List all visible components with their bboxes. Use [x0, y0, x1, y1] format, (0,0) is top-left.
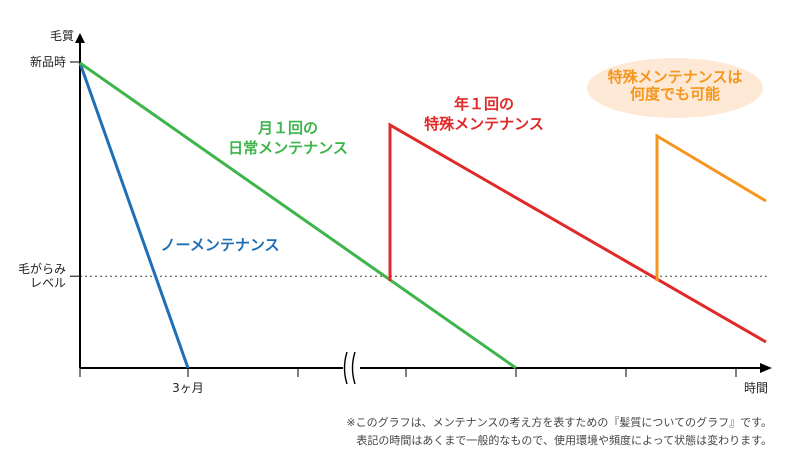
- series-label-line: 日常メンテナンス: [228, 139, 348, 157]
- series-label-line: 特殊メンテナンスは: [608, 68, 743, 86]
- series-label-bubble: [587, 58, 763, 118]
- series-label-1: ノーメンテナンス: [160, 236, 279, 254]
- series-line-3: [388, 122, 767, 344]
- series-label-3: 年１回の特殊メンテナンス: [424, 95, 544, 133]
- y-tick-label: 毛がらみレベル: [18, 261, 66, 290]
- series-label-line: ノーメンテナンス: [160, 236, 279, 254]
- series-label-line: 月１回の: [257, 119, 318, 137]
- y-tick-label-line: レベル: [30, 276, 66, 290]
- series-line-2: [79, 61, 517, 370]
- axis-break-mark: [343, 351, 348, 385]
- y-tick-label-line: 新品時: [30, 54, 66, 69]
- x-tick-label: 3ヶ月: [172, 381, 204, 395]
- series-line-1: [78, 62, 190, 369]
- axis-break-mark: [351, 351, 356, 385]
- y-axis-arrow: [75, 33, 85, 43]
- series-layer: [78, 61, 767, 370]
- footnote: ※このグラフは、メンテナンスの考え方を表すための『髪質についてのグラフ』です。表…: [346, 415, 772, 447]
- series-label-line: 年１回の: [454, 95, 514, 113]
- x-axis-label: 時間: [744, 381, 768, 395]
- y-tick-label-line: 毛がらみ: [18, 261, 66, 276]
- series-label-2: 月１回の日常メンテナンス: [228, 119, 348, 157]
- series-line-4: [655, 133, 767, 281]
- series-label-line: 特殊メンテナンス: [424, 115, 544, 133]
- label-layer: ノーメンテナンス月１回の日常メンテナンス年１回の特殊メンテナンス特殊メンテナンス…: [160, 58, 763, 254]
- footnote-line: 表記の時間はあくまで一般的なもので、使用環境や頻度によって状態は変わります。: [356, 433, 772, 447]
- series-label-4: 特殊メンテナンスは何度でも可能: [608, 68, 743, 103]
- x-axis-arrow: [760, 363, 772, 373]
- series-label-line: 何度でも可能: [630, 85, 720, 103]
- footnote-line: ※このグラフは、メンテナンスの考え方を表すための『髪質についてのグラフ』です。: [346, 415, 772, 429]
- y-axis-label: 毛質: [50, 28, 74, 43]
- y-tick-label: 新品時: [30, 54, 66, 69]
